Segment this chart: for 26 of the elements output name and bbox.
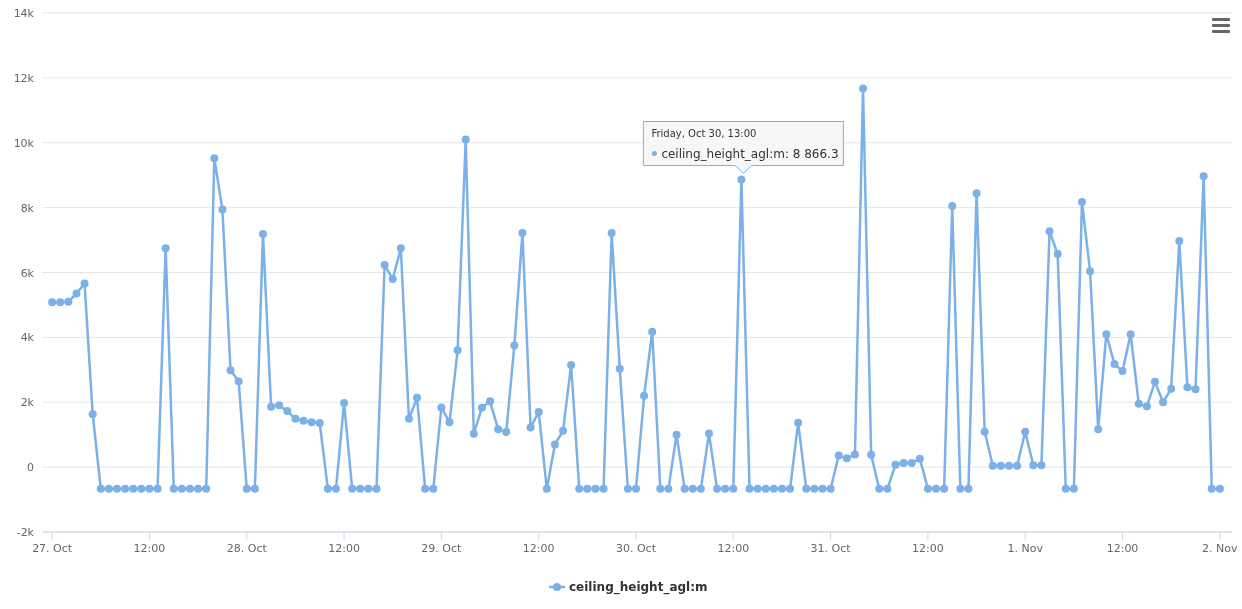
x-tick-label: 12:00 <box>1106 542 1139 555</box>
y-tick-label: 12k <box>13 71 35 85</box>
x-tick-label: 12:00 <box>522 542 555 555</box>
y-tick-label: 14k <box>13 7 35 20</box>
legend-label: ceiling_height_agl:m <box>569 580 708 595</box>
y-tick-label: 4k <box>20 331 35 345</box>
x-tick-label: 2. Nov <box>1202 542 1239 555</box>
y-tick-label: 8k <box>20 201 35 215</box>
x-tick-label: 1. Nov <box>1007 542 1044 555</box>
x-tick-label: 29. Oct <box>421 542 463 555</box>
x-tick-label: 28. Oct <box>226 542 268 555</box>
tooltip: Friday, Oct 30, 13:00 ceiling_height_agl:m: 8 866.3 <box>642 121 844 174</box>
y-tick-label: 10k <box>13 136 35 150</box>
y-tick-label: -2k <box>16 526 35 539</box>
annotation: Friday, Oct 30, 13:00 <box>651 127 757 139</box>
x-tick-label: 12:00 <box>328 542 360 555</box>
x-tick-label: 31. Oct <box>810 542 852 555</box>
annotation: ceiling_height_agl:m: 8 866.3 <box>661 146 839 161</box>
x-tick-label: 12:00 <box>133 542 166 555</box>
x-tick-label: 12:00 <box>912 542 944 555</box>
y-tick-label: 0 <box>27 461 34 475</box>
y-tick-label: 2k <box>20 396 35 410</box>
y-tick-label: 6k <box>20 266 35 280</box>
x-tick-label: 27. Oct <box>32 542 73 555</box>
x-tick-label: 30. Oct <box>615 542 657 555</box>
x-tick-label: 12:00 <box>717 542 750 555</box>
